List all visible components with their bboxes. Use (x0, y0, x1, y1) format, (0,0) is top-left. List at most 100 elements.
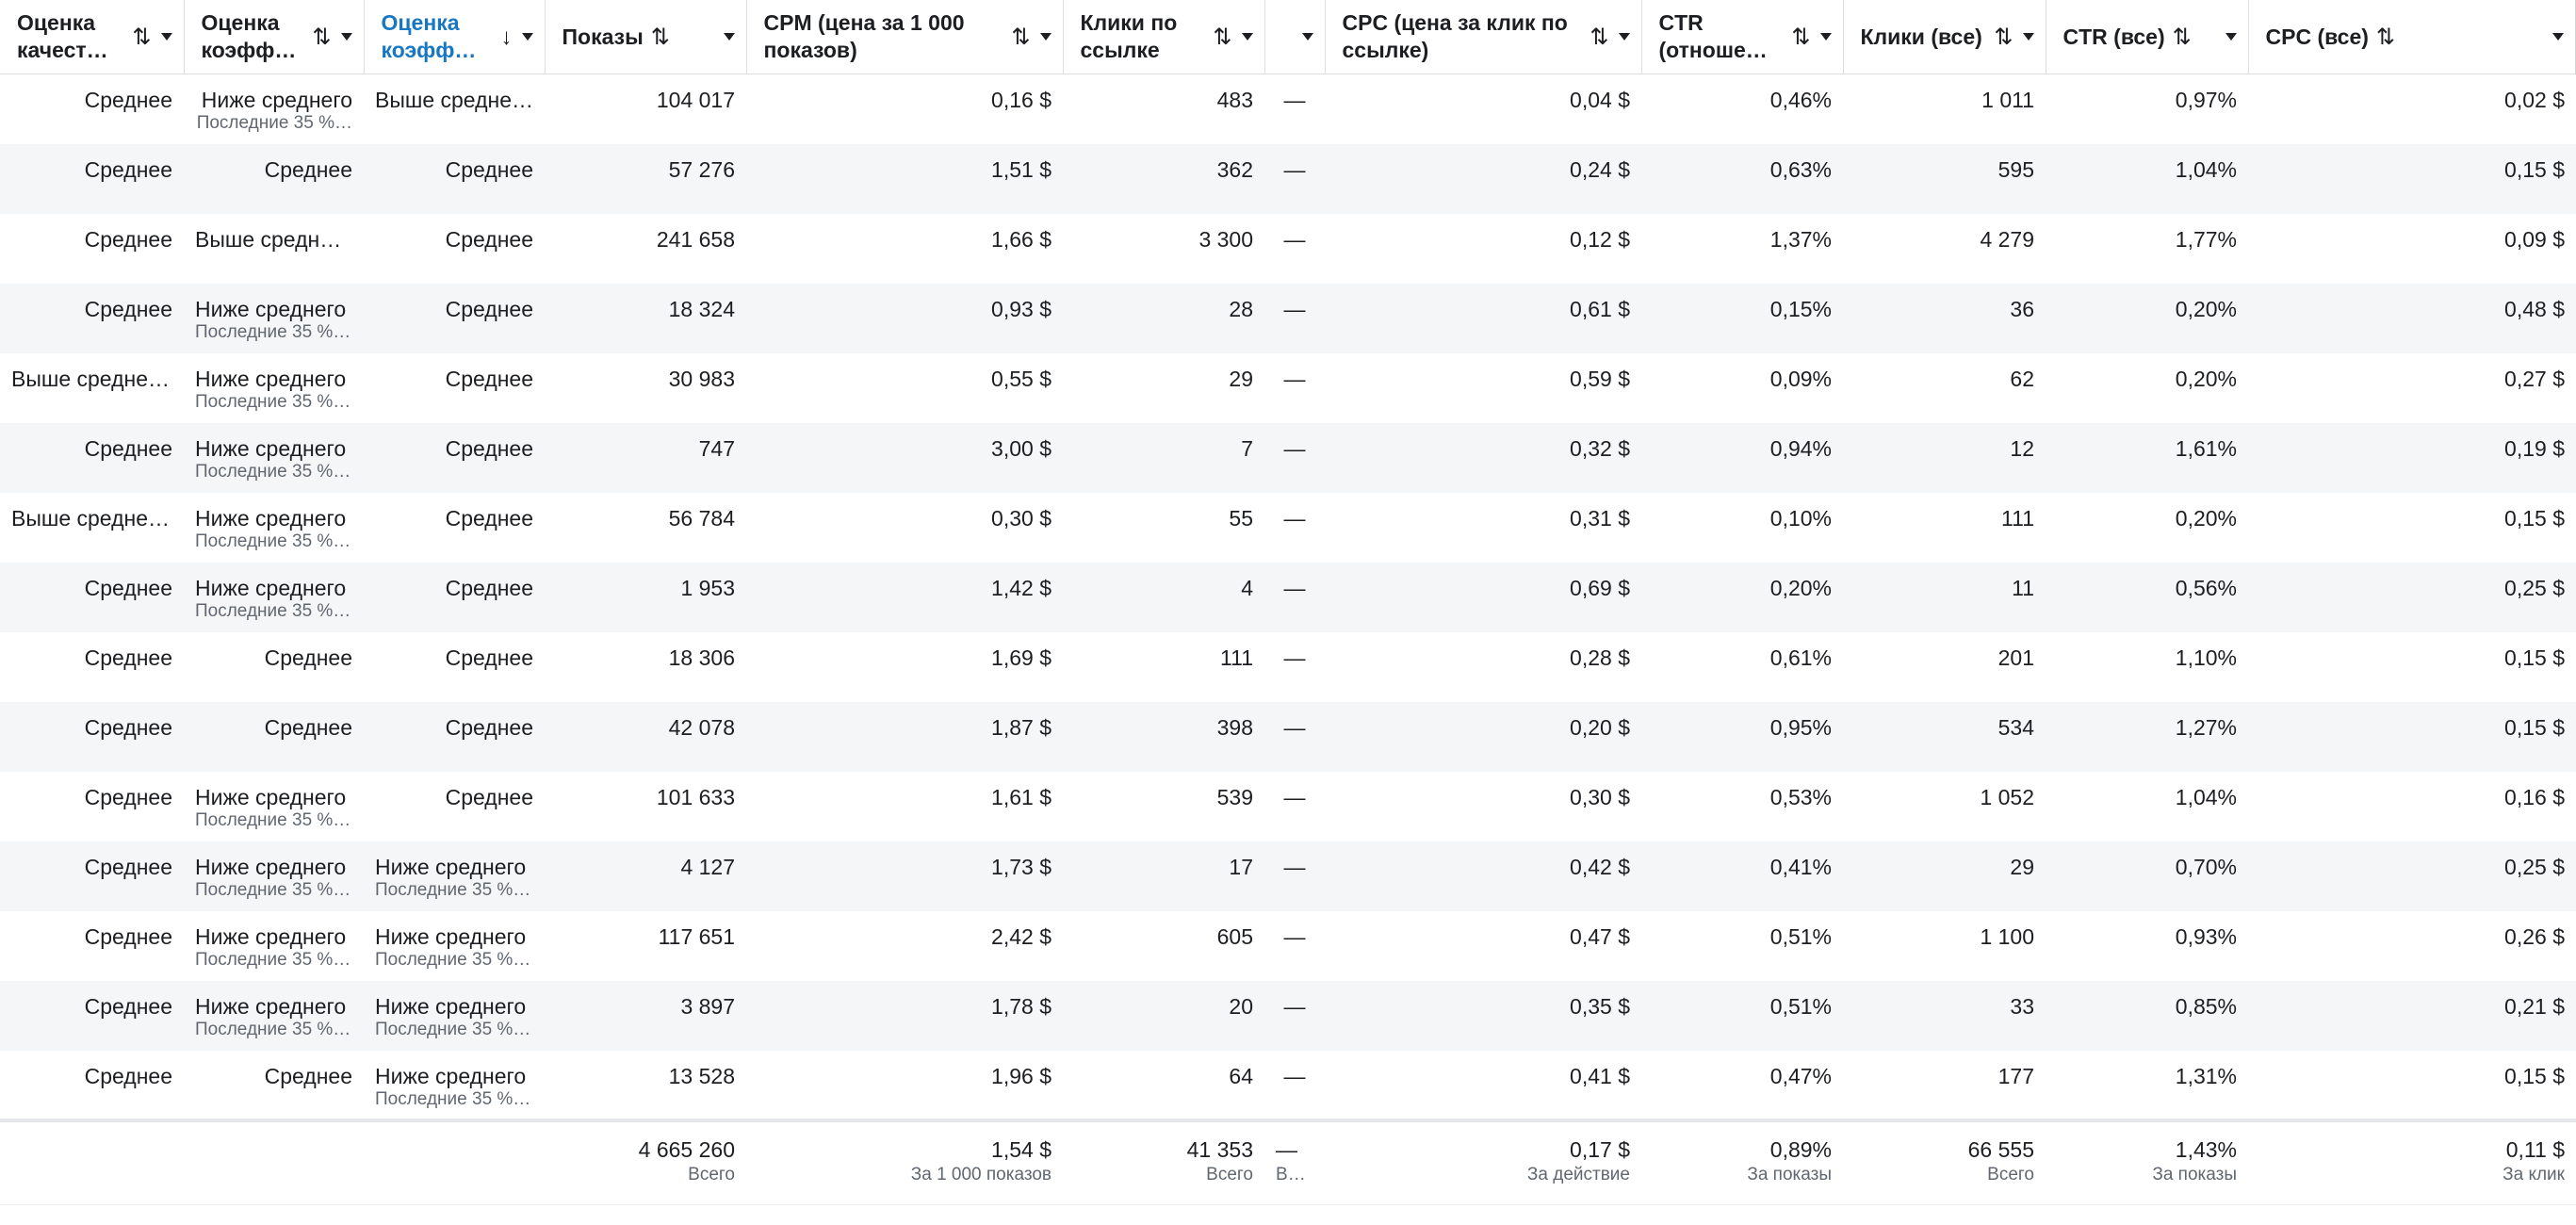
chevron-down-icon[interactable] (160, 33, 172, 41)
table-row[interactable]: Среднее Ниже среднего Последние 35 %… Средн… (0, 772, 2576, 841)
cell-clicks-all: 4 279 (1980, 226, 2034, 252)
cell-extra: — (1264, 422, 1325, 493)
table-row[interactable]: Среднее Среднее Среднее 57 276 1,51 $362—0,2… (0, 143, 2576, 214)
column-header-cpc-link[interactable]: CPC (цена за клик по ссылке) ⇅ (1325, 0, 1642, 74)
column-header-clicks-all[interactable]: Клики (все) ⇅ (1843, 0, 2046, 74)
cell-conversion: Ниже среднего Последние 35 %… (375, 923, 531, 970)
cell-ctr-link: 0,95% (1641, 701, 1843, 772)
sort-icon[interactable]: ⇅ (1213, 24, 1231, 50)
cell-cpc-link: 0,42 $ (1325, 841, 1641, 911)
cell-cpc-all: 0,09 $ (2504, 226, 2565, 252)
cell-engagement: Ниже среднего Последние 35 %… (195, 784, 351, 830)
chevron-down-icon[interactable] (1241, 33, 1253, 41)
chevron-down-icon[interactable] (2022, 33, 2034, 41)
cell-ctr-link: 0,10% (1769, 505, 1832, 531)
table-row[interactable]: Среднее Ниже среднего Последние 35 %… Ниже … (0, 980, 2576, 1051)
cell-impressions: 1 953 (545, 562, 746, 632)
table-row[interactable]: Среднее Среднее Среднее 42 078 1,87 $398—0,2… (0, 701, 2576, 772)
cell-extra: — (1283, 505, 1306, 531)
cell-cpc-link: 0,30 $ (1570, 784, 1630, 809)
total-link-clicks: 41 353 Всего (1063, 1118, 1264, 1205)
column-header-link-clicks[interactable]: Клики по ссылке ⇅ (1063, 0, 1265, 74)
cell-ctr-all: 0,56% (2046, 562, 2248, 632)
cell-clicks-all: 11 (1843, 562, 2046, 632)
table-row[interactable]: Среднее Выше средне… Среднее 241 658 1,66 $ 3… (0, 214, 2576, 284)
cell-extra: — (1283, 88, 1306, 112)
chevron-down-icon[interactable] (723, 33, 735, 41)
cell-cpm: 1,69 $ (991, 645, 1052, 670)
chevron-down-icon[interactable] (1039, 33, 1052, 41)
chevron-down-icon[interactable] (1618, 33, 1630, 41)
cell-cpm: 1,73 $ (746, 841, 1063, 911)
column-header-label: Клики по ссылке (1080, 10, 1178, 62)
sort-icon[interactable]: ⇅ (1011, 24, 1030, 50)
cell-link-clicks: 64 (1229, 1063, 1253, 1088)
table-row[interactable]: Среднее Ниже среднего Последние 35 %… Средн… (0, 422, 2576, 493)
table-row[interactable]: Среднее Ниже среднего Последние 35 %… Средн… (0, 283, 2576, 353)
column-header-cpc-all[interactable]: CPC (все) ⇅ (2248, 0, 2576, 74)
cell-ctr-link: 0,46% (1769, 88, 1832, 112)
column-header-cpm[interactable]: CPM (цена за 1 000 показов) ⇅ (746, 0, 1064, 74)
chevron-down-icon[interactable] (1819, 33, 1832, 41)
column-header-extra[interactable] (1264, 0, 1326, 74)
sort-icon[interactable]: ⇅ (1791, 24, 1810, 50)
cell-ctr-link: 1,37% (1769, 226, 1832, 252)
sort-icon[interactable]: ⇅ (312, 24, 331, 50)
sort-icon[interactable]: ⇅ (1994, 24, 2013, 50)
cell-ctr-link: 0,09% (1769, 366, 1832, 391)
cell-cpm: 1,61 $ (991, 784, 1052, 809)
cell-conversion: Ниже среднего Последние 35 %… (364, 980, 545, 1051)
total-cpm: 1,54 $ За 1 000 показов (746, 1118, 1063, 1205)
column-header-conversion-ranking[interactable]: Оценка коэфф… ↓ (364, 0, 546, 74)
cell-link-clicks: 20 (1063, 980, 1264, 1051)
cell-impressions: 104 017 (656, 88, 735, 112)
cell-quality: Среднее (0, 422, 184, 493)
column-header-ctr-all[interactable]: CTR (все) ⇅ (2046, 0, 2249, 74)
cell-engagement: Ниже среднего Последние 35 %… (195, 505, 351, 551)
cell-link-clicks: 539 (1216, 784, 1253, 809)
table-row[interactable]: Выше средне… Ниже среднего Последние 35 %…… (0, 353, 2576, 423)
cell-extra: — (1264, 283, 1325, 353)
cell-impressions: 18 324 (545, 283, 746, 353)
column-header-engagement-ranking[interactable]: Оценка коэфф… ⇅ (184, 0, 365, 74)
total-cpc-all: 0,11 $ За клик (2248, 1118, 2576, 1205)
cell-impressions: 13 528 (668, 1063, 735, 1088)
column-header-quality-ranking[interactable]: Оценка качест… ⇅ (0, 0, 185, 74)
sort-icon[interactable]: ⇅ (2375, 24, 2395, 50)
column-header-ctr-link[interactable]: CTR (отноше… ⇅ (1641, 0, 1844, 74)
table-row[interactable]: Выше средне… Ниже среднего Последние 35 %…… (0, 493, 2576, 563)
cell-quality: Среднее (84, 1063, 172, 1088)
column-header-label: Показы (562, 24, 644, 49)
sort-icon[interactable]: ⇅ (2172, 24, 2192, 50)
chevron-down-icon[interactable] (521, 33, 533, 41)
column-header-impressions[interactable]: Показы ⇅ (545, 0, 747, 74)
cell-link-clicks: 605 (1216, 923, 1253, 949)
chevron-down-icon[interactable] (2225, 33, 2237, 41)
cell-ctr-all: 0,20% (2175, 505, 2237, 531)
table-row[interactable]: Среднее Ниже среднего Последние 35 %… Выше … (0, 74, 2576, 144)
cell-clicks-all: 36 (1843, 283, 2046, 353)
table-row[interactable]: Среднее Ниже среднего Последние 35 %… Средн… (0, 562, 2576, 632)
cell-impressions: 30 983 (668, 366, 735, 391)
cell-cpm: 0,16 $ (991, 88, 1052, 112)
sort-icon[interactable]: ⇅ (132, 24, 151, 50)
sort-desc-icon[interactable]: ↓ (500, 24, 513, 50)
table-row[interactable]: Среднее Ниже среднего Последние 35 %… Ниже … (0, 841, 2576, 911)
table-row[interactable]: Среднее Ниже среднего Последние 35 %… Ниже … (0, 911, 2576, 981)
column-header-label: Оценка качест… (17, 10, 108, 62)
chevron-down-icon[interactable] (2552, 33, 2564, 41)
sort-icon[interactable]: ⇅ (1590, 24, 1608, 50)
cell-quality: Среднее (84, 645, 172, 670)
table-row[interactable]: Среднее Среднее Среднее 18 306 1,69 $ 111 — 0,2… (0, 632, 2576, 702)
cell-quality: Среднее (0, 980, 184, 1051)
chevron-down-icon[interactable] (1301, 33, 1313, 41)
cell-clicks-all: 534 (1843, 701, 2046, 772)
sort-icon[interactable]: ⇅ (650, 24, 670, 50)
cell-ctr-all: 0,20% (2175, 366, 2237, 391)
cell-link-clicks: 29 (1229, 366, 1253, 391)
cell-quality: Среднее (0, 143, 184, 214)
chevron-down-icon[interactable] (340, 33, 352, 41)
table-row[interactable]: Среднее Среднее Ниже среднего Последние 35 … (0, 1051, 2576, 1120)
cell-conversion: Среднее (364, 562, 545, 632)
cell-cpc-link: 0,41 $ (1570, 1063, 1630, 1088)
